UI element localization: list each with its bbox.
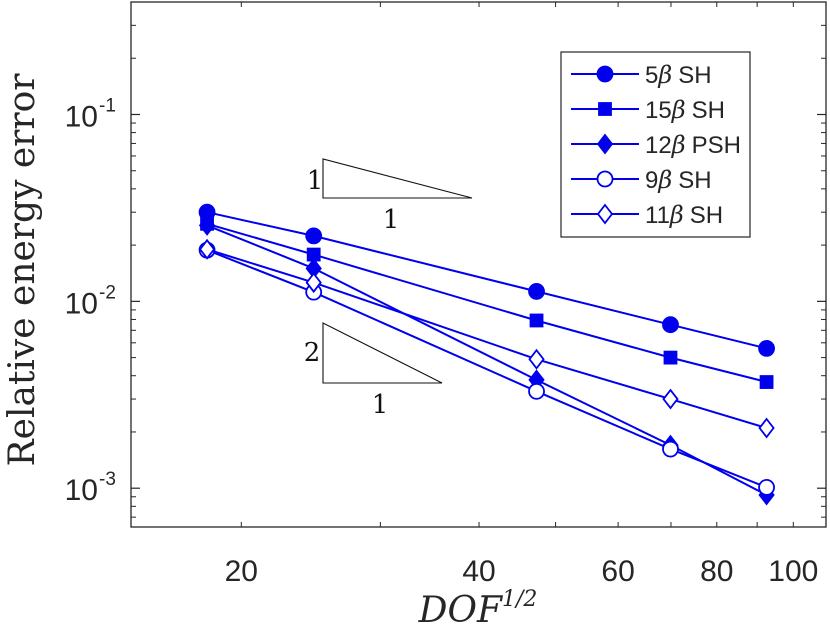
x-tick-label: 20 <box>225 555 258 588</box>
legend-marker <box>596 170 614 188</box>
data-point <box>528 283 545 300</box>
data-point <box>528 348 545 370</box>
data-point <box>758 340 775 357</box>
x-axis-label: DOF1/2 <box>418 587 538 629</box>
legend-entry-label: 9β SH <box>645 166 712 194</box>
data-point <box>662 388 679 410</box>
x-tick-label: 80 <box>700 555 733 588</box>
legend-marker <box>596 133 614 155</box>
legend-label-prefix: 9 <box>645 167 658 194</box>
x-tick-label: 40 <box>462 555 495 588</box>
axes-box <box>130 1 827 528</box>
x-tick-label: 60 <box>601 555 634 588</box>
legend-label-suffix: PSH <box>692 132 741 159</box>
data-point <box>198 214 216 236</box>
legend-beta-symbol: β <box>671 131 686 159</box>
legend-beta-symbol: β <box>657 61 672 89</box>
legend-beta-symbol: β <box>657 166 672 194</box>
legend-entry-label: 12β PSH <box>645 131 741 159</box>
slope-triangle-2-rise: 2 <box>304 338 321 368</box>
x-tick-label: 100 <box>768 555 818 588</box>
legend-entry-label: 5β SH <box>645 61 712 89</box>
data-point <box>529 313 544 328</box>
slope-triangle-2-run: 1 <box>372 390 389 420</box>
y-tick-label-base: 10 <box>65 474 98 507</box>
y-axis-label: Relative energy error <box>2 73 43 467</box>
legend-label-prefix: 5 <box>645 62 658 89</box>
series-line <box>206 222 767 383</box>
legend-marker <box>596 65 614 83</box>
data-point <box>528 382 545 400</box>
legend-beta-symbol: β <box>671 96 686 124</box>
data-point <box>759 375 774 389</box>
y-tick-label-base: 10 <box>65 287 98 320</box>
slope-triangle-1-run: 1 <box>383 205 400 235</box>
x-axis-label-text: DOF <box>418 590 504 629</box>
y-tick-label-exponent: -2 <box>99 282 116 303</box>
legend-label-suffix: SH <box>692 97 725 124</box>
data-point <box>758 417 775 439</box>
data-point <box>305 227 323 245</box>
series-line <box>206 248 767 429</box>
y-tick-label-exponent: -3 <box>99 469 116 490</box>
legend-marker <box>598 102 612 116</box>
data-point <box>662 316 679 334</box>
legend-marker <box>596 203 614 225</box>
data-point <box>305 272 322 294</box>
slope-triangle-2 <box>322 322 443 384</box>
slope-triangle-1-rise: 1 <box>307 166 324 196</box>
data-point <box>662 440 679 458</box>
data-point <box>663 350 678 365</box>
y-tick-label-base: 10 <box>65 100 98 133</box>
legend-entry-label: 15β SH <box>645 96 725 124</box>
data-point <box>198 238 216 260</box>
legend-beta-symbol: β <box>669 201 684 229</box>
legend-label-suffix: SH <box>678 62 711 89</box>
legend-label-suffix: SH <box>690 202 723 229</box>
y-tick-label-exponent: -1 <box>99 95 116 116</box>
slope-triangle-1 <box>322 158 473 199</box>
legend-label-prefix: 12 <box>645 132 672 159</box>
legend-label-prefix: 15 <box>645 97 672 124</box>
data-point <box>758 478 775 496</box>
legend-label-suffix: SH <box>678 167 711 194</box>
legend-label-prefix: 11 <box>645 202 670 229</box>
x-axis-label-superscript: 1/2 <box>502 587 537 612</box>
legend-entry-label: 11β SH <box>645 201 723 229</box>
